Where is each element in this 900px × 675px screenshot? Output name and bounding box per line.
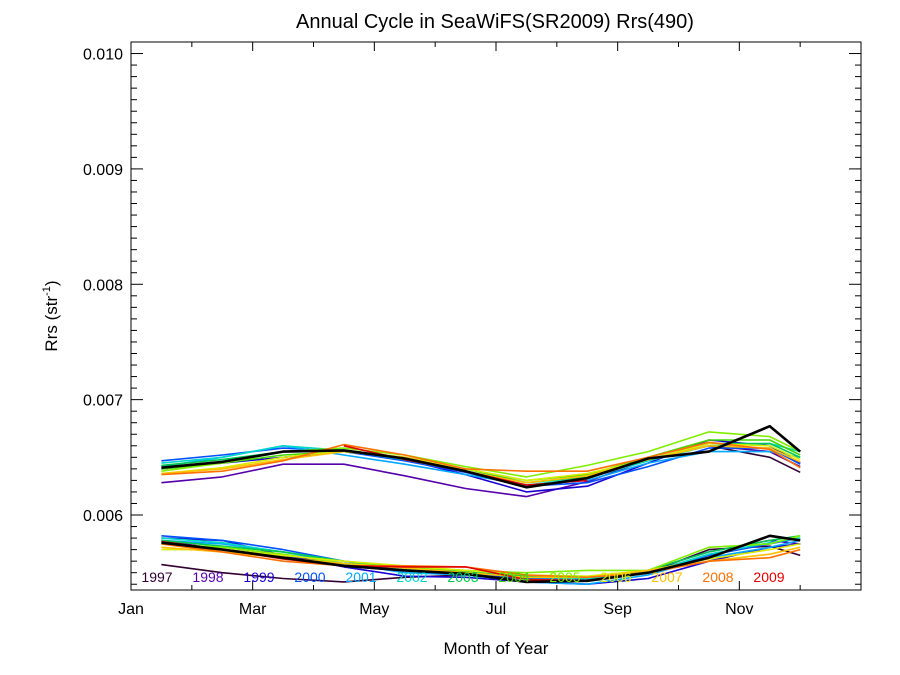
x-tick-label: Jan [118, 601, 144, 618]
y-axis-label: Rrs (str-1) [41, 280, 61, 351]
y-tick-label: 0.010 [83, 47, 123, 64]
legend-label-2009: 2009 [753, 569, 784, 585]
line-2000 [161, 447, 801, 487]
y-tick-label: 0.008 [83, 277, 123, 294]
line-series-13 [161, 424, 802, 489]
legend-label-2003: 2003 [447, 569, 478, 585]
series-layer [161, 424, 802, 585]
x-tick-label: Mar [239, 601, 267, 618]
legend-label-2002: 2002 [396, 569, 427, 585]
legend-label-2005: 2005 [549, 569, 580, 585]
legend: 1997 1998 1999 2000 2001 2002 2003 2004 2005 2006… [141, 569, 784, 585]
x-tick-label: Jul [486, 601, 506, 618]
axis-ticks: Jan Mar May Jul Sep Nov 0.006 0.007 0.008 0.009 0.… [83, 41, 861, 618]
chart-title: Annual Cycle in SeaWiFS(SR2009) Rrs(490) [296, 11, 694, 33]
y-tick-label: 0.007 [83, 393, 123, 410]
legend-label-2007: 2007 [651, 569, 682, 585]
legend-label-2004: 2004 [498, 569, 529, 585]
lower-line-series-10 [161, 543, 801, 579]
y-axis-label-close: ) [42, 280, 61, 286]
legend-label-2001: 2001 [345, 569, 376, 585]
y-tick-label: 0.006 [83, 508, 123, 525]
x-tick-label: Nov [725, 601, 753, 618]
legend-label-2008: 2008 [702, 569, 733, 585]
y-axis-label-text: Rrs (str [42, 296, 61, 352]
y-axis-label-sup: -1 [41, 286, 53, 296]
x-tick-label: May [359, 601, 389, 618]
y-tick-label: 0.009 [83, 162, 123, 179]
x-tick-label: Sep [603, 601, 632, 618]
x-axis-label: Month of Year [444, 639, 549, 658]
line-1997 [708, 445, 801, 474]
plot-frame [130, 41, 862, 591]
line-2008 [161, 441, 801, 476]
lower-line-series-12 [161, 534, 801, 584]
legend-label-1999: 1999 [243, 569, 274, 585]
legend-label-1997: 1997 [141, 569, 172, 585]
legend-label-2006: 2006 [600, 569, 631, 585]
legend-label-1998: 1998 [192, 569, 223, 585]
legend-label-2000: 2000 [294, 569, 325, 585]
